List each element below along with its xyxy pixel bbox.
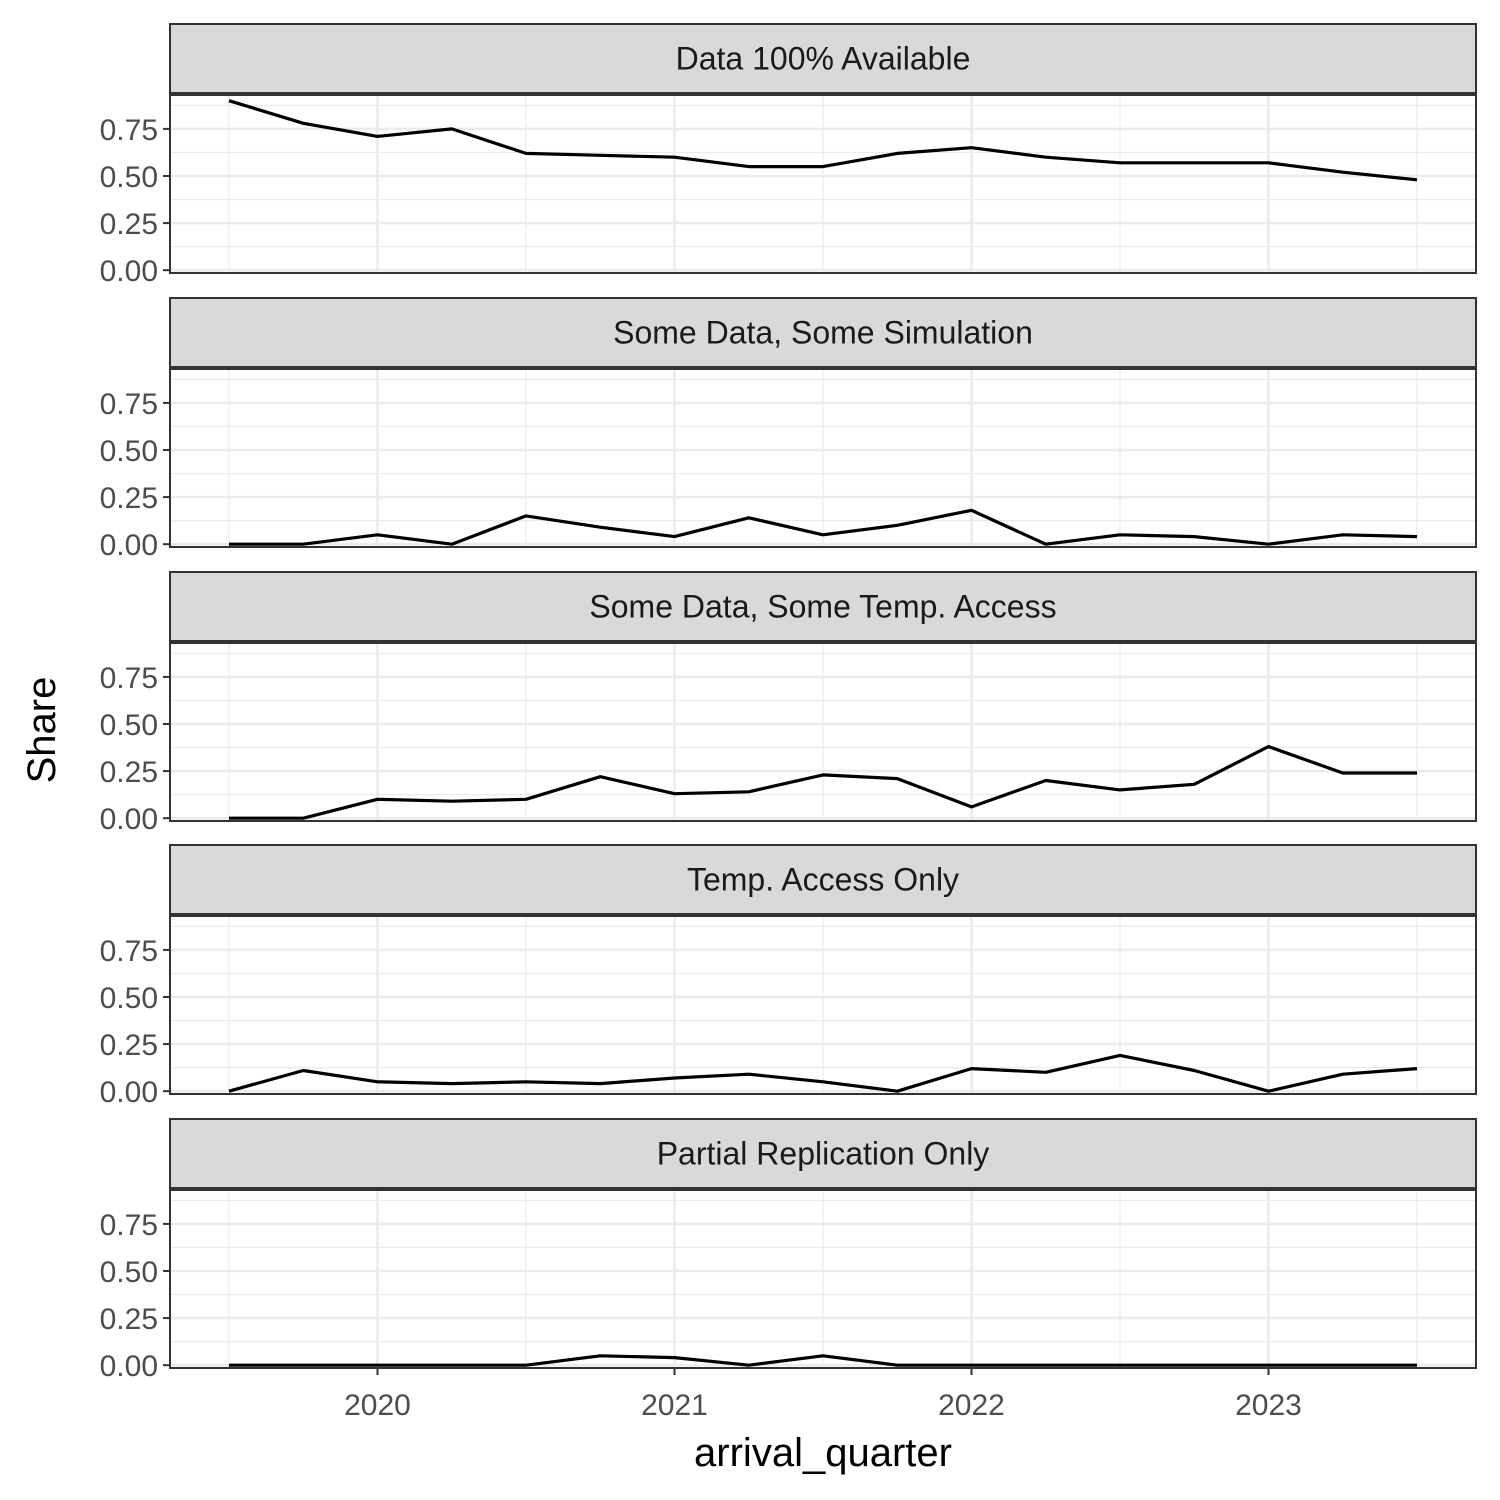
- facet-strip: [169, 844, 1477, 915]
- y-tick-label: 0.00: [100, 255, 158, 288]
- facet-strip: [169, 1118, 1477, 1189]
- facet-strip: [169, 23, 1477, 94]
- y-tick-label: 0.75: [100, 1209, 158, 1242]
- y-tick-label: 0.50: [100, 982, 158, 1015]
- y-tick-label: 0.50: [100, 709, 158, 742]
- panel-border: [169, 368, 1477, 548]
- facet-strip: [169, 571, 1477, 642]
- facet-panel: Some Data, Some Simulation 0.00 0.25 0.50 0.…: [100, 297, 1477, 562]
- x-tick-label: 2022: [938, 1389, 1005, 1422]
- panel-border: [169, 94, 1477, 274]
- facet-panels: Data 100% Available0.000.250.500.75Some …: [100, 23, 1477, 1383]
- y-tick-label: 0.25: [100, 1303, 158, 1336]
- y-tick-label: 0.00: [100, 803, 158, 836]
- series-line: [229, 744, 1417, 820]
- facet-strip-label: Temp. Access Only: [687, 862, 959, 898]
- panel-border: [169, 1189, 1477, 1369]
- x-tick-label: 2020: [344, 1389, 411, 1422]
- series-line: [229, 1354, 1417, 1367]
- y-tick-label: 0.00: [100, 1076, 158, 1109]
- facet-strip-label: Some Data, Some Simulation: [613, 315, 1033, 351]
- facet-strip-label: Some Data, Some Temp. Access: [589, 589, 1056, 625]
- facet-panel: Temp. Access Only 0.00 0.25 0.50 0.75: [100, 844, 1477, 1109]
- y-tick-label: 0.25: [100, 1029, 158, 1062]
- x-tick-label: 2023: [1235, 1389, 1302, 1422]
- panel-border: [169, 915, 1477, 1095]
- facet-strip: [169, 297, 1477, 368]
- facet-strip-label: Partial Replication Only: [657, 1136, 990, 1172]
- y-tick-label: 0.50: [100, 161, 158, 194]
- panel-border: [169, 642, 1477, 822]
- y-tick-label: 0.75: [100, 935, 158, 968]
- facet-strip-label: Data 100% Available: [676, 41, 971, 77]
- x-tick-label: 2021: [641, 1389, 708, 1422]
- series-line: [229, 508, 1418, 546]
- series-line: [228, 99, 1418, 182]
- series-line: [228, 1053, 1418, 1093]
- y-tick-label: 0.75: [100, 388, 158, 421]
- x-axis-title: arrival_quarter: [694, 1431, 952, 1475]
- y-tick-label: 0.50: [100, 435, 158, 468]
- facet-panel: Data 100% Available 0.00 0.25 0.50 0.75: [100, 23, 1477, 288]
- y-tick-label: 0.00: [100, 1350, 158, 1383]
- y-tick-label: 0.25: [100, 756, 158, 789]
- facet-panel: Some Data, Some Temp. Access 0.00 0.25 0.50…: [100, 571, 1477, 836]
- y-tick-label: 0.25: [100, 208, 158, 241]
- y-tick-label: 0.50: [100, 1256, 158, 1289]
- y-tick-label: 0.25: [100, 482, 158, 515]
- y-tick-label: 0.75: [100, 662, 158, 695]
- y-tick-label: 0.75: [100, 114, 158, 147]
- x-axis-ticks: 2020 2021 2022 2023: [344, 1368, 1302, 1422]
- y-axis-title: Share: [20, 677, 64, 784]
- facet-panel: Partial Replication Only 0.00 0.25 0.50 0.75: [100, 1118, 1477, 1383]
- y-tick-label: 0.00: [100, 529, 158, 562]
